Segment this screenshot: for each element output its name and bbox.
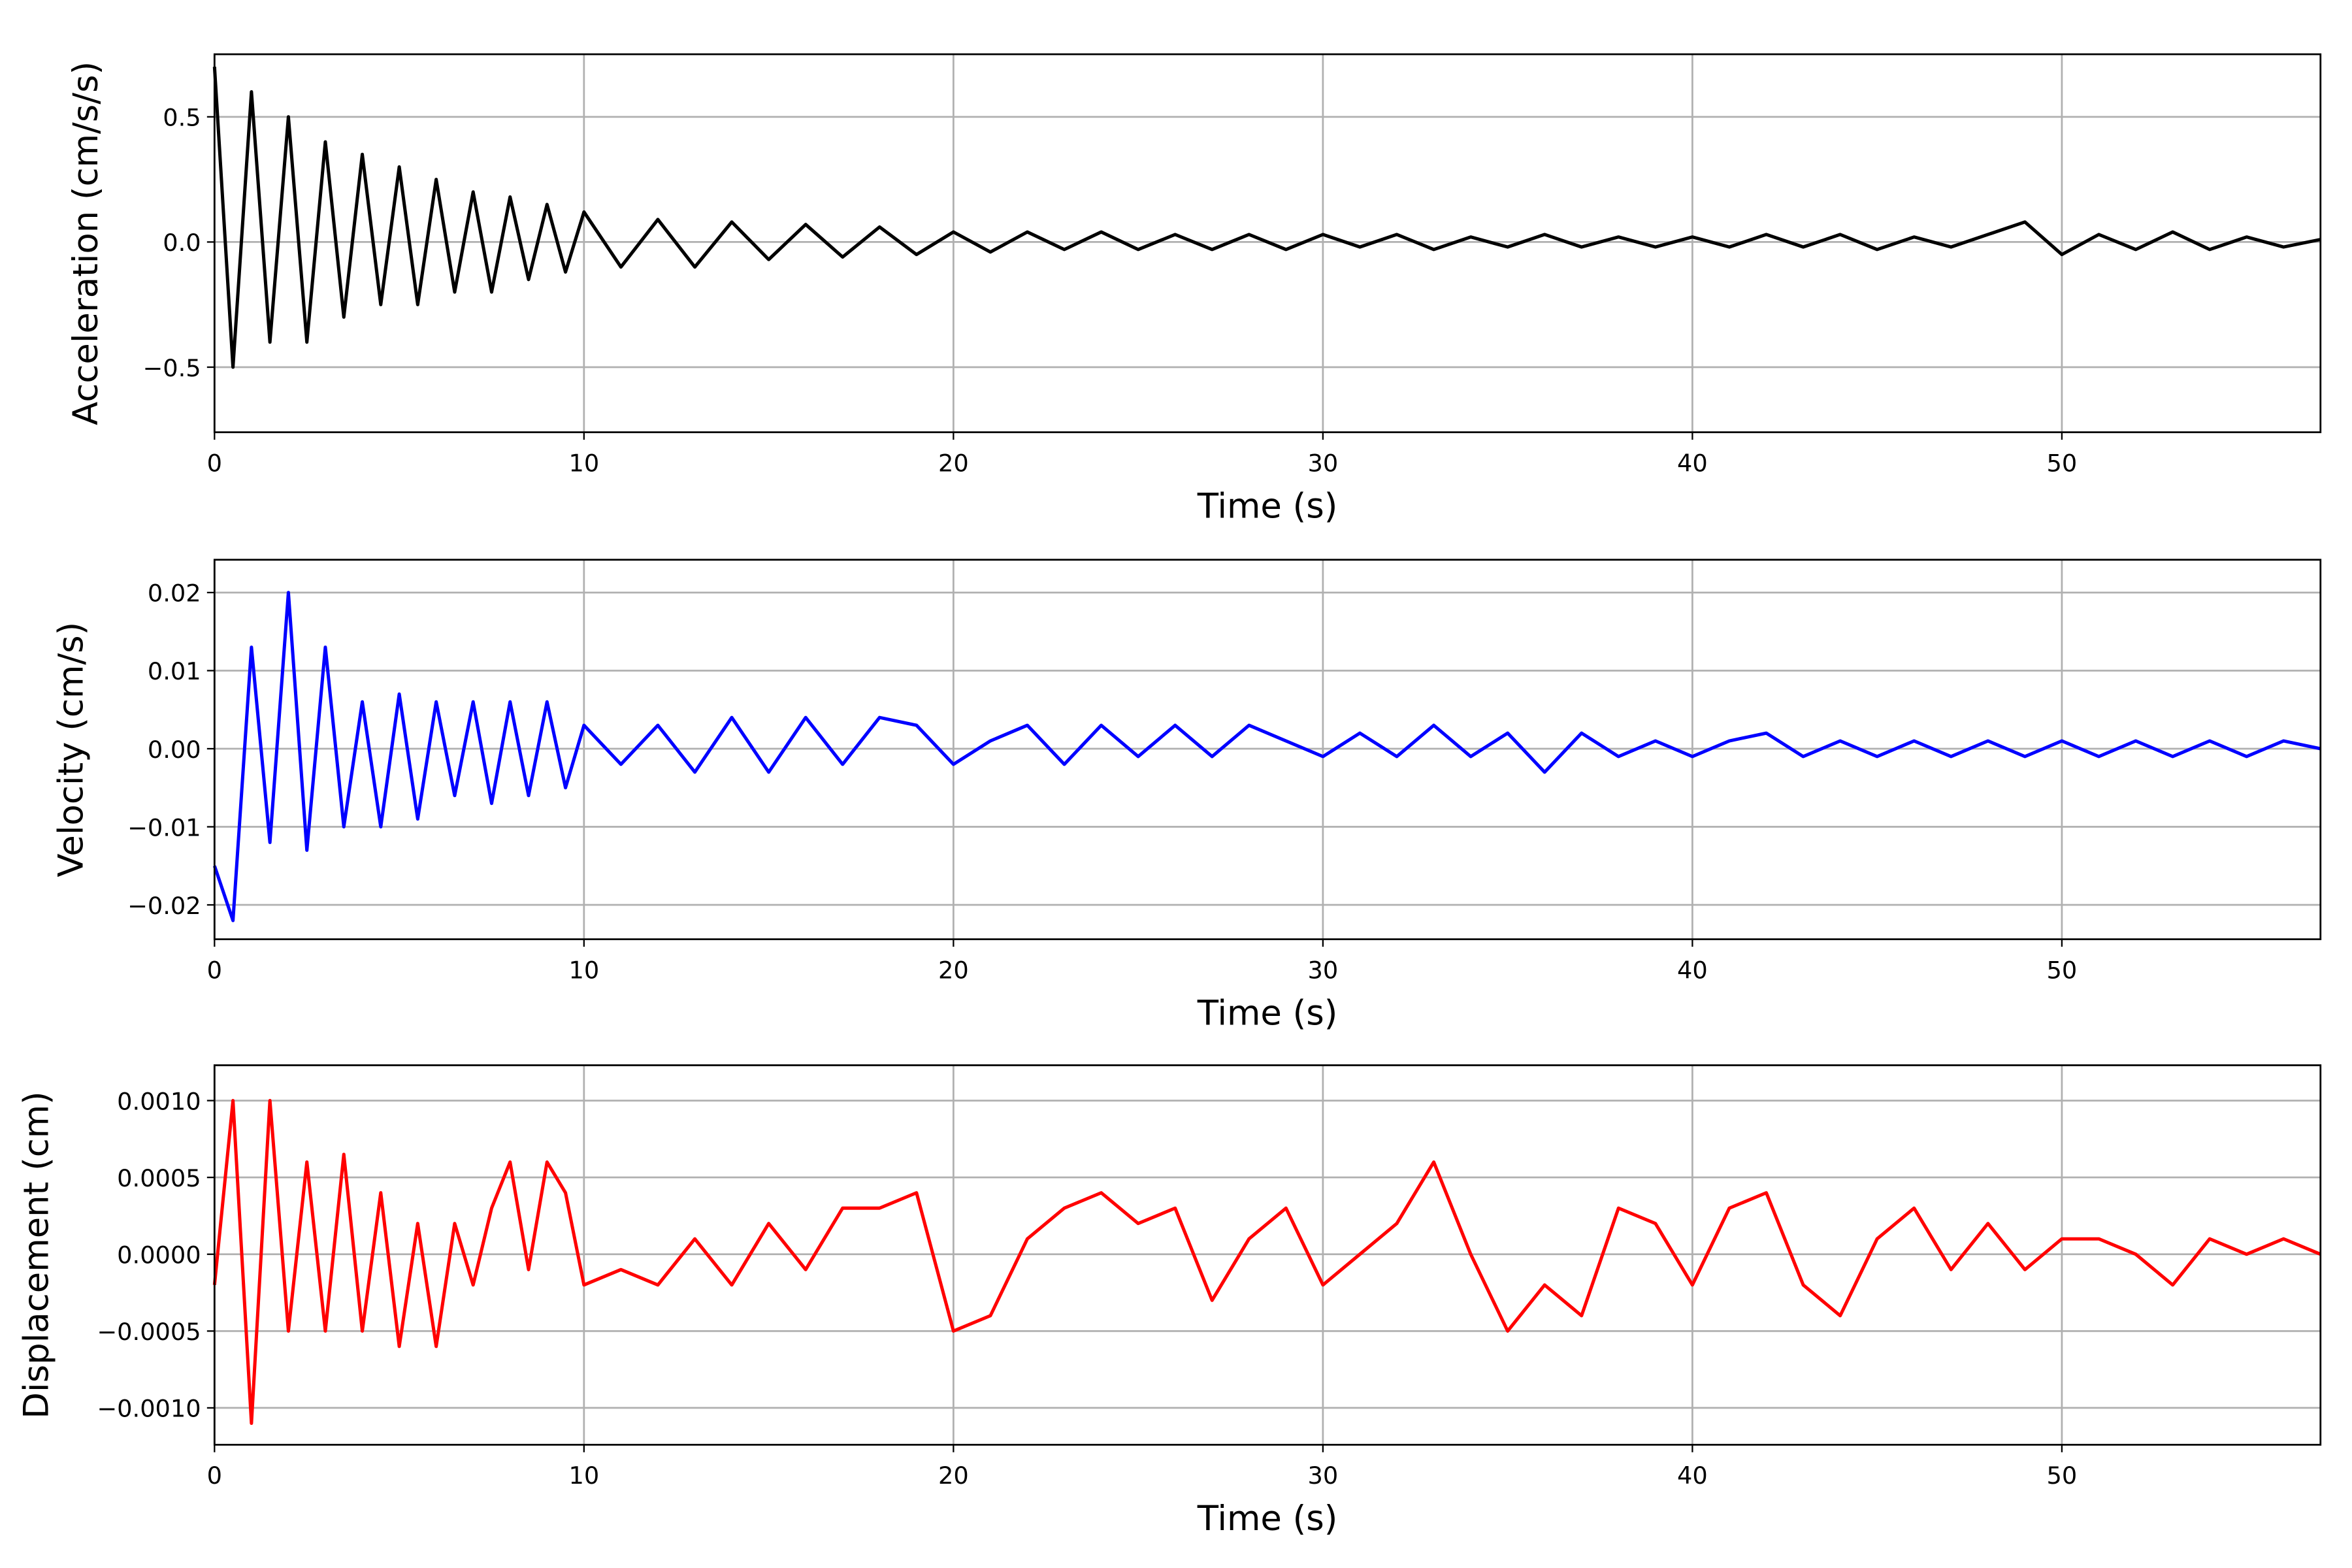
y-axis-label: Displacement (cm) bbox=[16, 1091, 56, 1418]
y-tick-label: −0.01 bbox=[127, 813, 201, 841]
x-axis-label: Time (s) bbox=[1197, 993, 1338, 1033]
x-tick-label: 40 bbox=[1677, 1462, 1708, 1490]
y-tick-label: −0.0010 bbox=[97, 1395, 201, 1423]
x-tick-label: 10 bbox=[568, 449, 599, 477]
data-line bbox=[212, 1099, 2321, 1425]
y-axis-label: Velocity (cm/s) bbox=[51, 622, 91, 877]
x-tick-label: 20 bbox=[938, 449, 969, 477]
data-line bbox=[212, 67, 2321, 369]
y-tick-label: 0.01 bbox=[148, 657, 201, 685]
axes-frame bbox=[213, 1064, 2322, 1446]
y-tick-label: 0.0010 bbox=[117, 1087, 201, 1115]
y-tick-label: 0.0 bbox=[163, 229, 201, 257]
x-tick-label: 20 bbox=[938, 956, 969, 984]
x-tick-label: 40 bbox=[1677, 449, 1708, 477]
y-tick-label: 0.00 bbox=[148, 736, 201, 764]
data-line bbox=[212, 591, 2321, 923]
x-tick-label: 0 bbox=[207, 449, 222, 477]
y-tick-label: 0.02 bbox=[148, 580, 201, 608]
y-tick-label: −0.0005 bbox=[97, 1318, 201, 1346]
x-tick-label: 10 bbox=[568, 1462, 599, 1490]
x-axis-label: Time (s) bbox=[1197, 486, 1338, 526]
y-tick-label: 0.0005 bbox=[117, 1164, 201, 1192]
x-tick-label: 0 bbox=[207, 956, 222, 984]
axes-frame bbox=[213, 559, 2322, 941]
x-tick-label: 30 bbox=[1308, 1462, 1339, 1490]
x-tick-label: 30 bbox=[1308, 449, 1339, 477]
x-tick-label: 40 bbox=[1677, 956, 1708, 984]
y-axis-label: Acceleration (cm/s/s) bbox=[66, 61, 106, 425]
y-tick-label: −0.02 bbox=[127, 892, 201, 920]
x-tick-label: 50 bbox=[2047, 1462, 2078, 1490]
axes-frame bbox=[213, 53, 2322, 433]
y-tick-label: −0.5 bbox=[142, 354, 201, 382]
y-tick-label: 0.0000 bbox=[117, 1241, 201, 1269]
x-tick-label: 50 bbox=[2047, 956, 2078, 984]
x-tick-label: 20 bbox=[938, 1462, 969, 1490]
x-axis-label: Time (s) bbox=[1197, 1499, 1338, 1539]
x-tick-label: 50 bbox=[2047, 449, 2078, 477]
x-tick-label: 10 bbox=[568, 956, 599, 984]
x-tick-label: 30 bbox=[1308, 956, 1339, 984]
y-tick-label: 0.5 bbox=[163, 104, 201, 132]
x-tick-label: 0 bbox=[207, 1462, 222, 1490]
